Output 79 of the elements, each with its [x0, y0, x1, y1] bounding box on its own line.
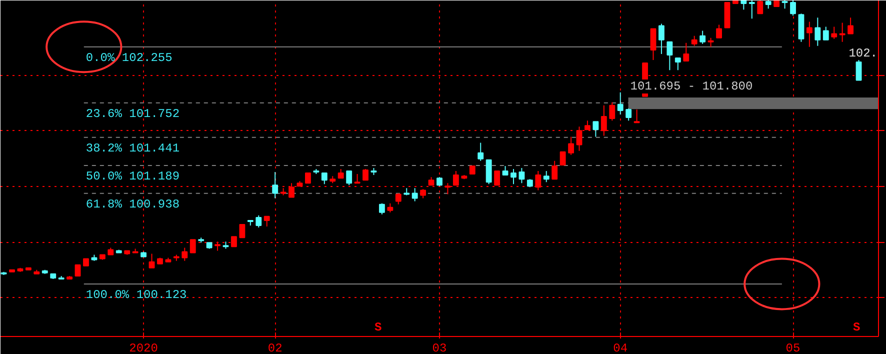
- candlestick: [790, 0, 796, 16]
- candlestick: [518, 168, 525, 184]
- candlestick: [856, 60, 862, 81]
- candlestick: [214, 241, 220, 252]
- candlestick: [494, 170, 500, 186]
- candlestick: [666, 41, 673, 71]
- candlestick: [650, 28, 656, 61]
- candlestick: [592, 121, 599, 138]
- candlestick: [748, 0, 755, 20]
- ref-line-label: 100.0% 100.123: [86, 288, 187, 302]
- candlestick: [839, 22, 846, 42]
- candlestick: [272, 172, 278, 199]
- band-label: 101.695 - 101.800: [630, 79, 753, 94]
- candlestick: [321, 172, 328, 185]
- candlestick: [190, 239, 196, 254]
- candlestick: [691, 35, 698, 46]
- annotation: 102.: [848, 46, 878, 60]
- candlestick: [478, 142, 484, 162]
- candlestick: [626, 108, 632, 122]
- candlestick: [708, 37, 714, 48]
- candlestick: [420, 188, 426, 199]
- candlestick: [436, 176, 442, 187]
- candlestick: [806, 21, 812, 48]
- candlestick: [576, 126, 582, 152]
- ref-line-label: 38.2% 101.441: [86, 141, 180, 156]
- candlestick: [338, 168, 344, 179]
- candlestick: [552, 160, 558, 180]
- candlestick: [740, 0, 747, 10]
- ref-line-label: 23.6% 101.752: [86, 106, 180, 121]
- annotation: S: [374, 320, 382, 334]
- x-tick-label: 02: [268, 342, 282, 354]
- candlestick: [814, 17, 821, 46]
- candlestick: [74, 264, 81, 276]
- candlestick: [683, 42, 690, 62]
- candlestick: [831, 26, 838, 40]
- candlestick: [264, 216, 270, 227]
- candlestick: [231, 236, 237, 248]
- candlestick: [395, 192, 402, 205]
- x-tick-label: 04: [613, 342, 628, 354]
- candlestick: [560, 151, 566, 166]
- candlestick: [305, 172, 311, 184]
- candlestick: [634, 108, 640, 124]
- x-tick-label: 03: [432, 342, 447, 354]
- candlestick: [148, 253, 155, 268]
- candlestick: [568, 136, 574, 156]
- candlestick: [617, 92, 624, 115]
- candlestick: [362, 168, 368, 181]
- x-tick-label: 05: [786, 342, 800, 354]
- candlestick: [600, 104, 607, 136]
- ref-line-label: 50.0% 101.189: [86, 169, 180, 184]
- candlestick: [543, 170, 550, 183]
- candlestick: [346, 170, 352, 186]
- candlestick: [609, 102, 616, 122]
- candlestick: [848, 17, 854, 34]
- candlestick: [387, 202, 394, 213]
- candlestick: [822, 26, 829, 40]
- candlestick: [535, 170, 542, 191]
- candlestick: [674, 58, 681, 71]
- candlestick: [700, 30, 706, 44]
- candlestick: [716, 24, 722, 38]
- candlestick: [182, 247, 188, 262]
- candlestick: [412, 188, 418, 202]
- candlestick: [354, 174, 360, 184]
- candlestick: [256, 214, 262, 228]
- candlestick: [510, 168, 516, 185]
- candlestick: [658, 23, 664, 54]
- candlestick: [757, 0, 764, 14]
- candlestick: [378, 202, 385, 215]
- candlestick: [502, 166, 508, 176]
- candlestick: [486, 159, 492, 185]
- x-tick-label: 2020: [129, 342, 158, 354]
- ref-line-label: 0.0% 102.255: [86, 50, 172, 65]
- annotation: S: [852, 320, 860, 334]
- candlestick: [288, 182, 294, 198]
- candlestick: [444, 182, 451, 195]
- candlestick: [584, 120, 590, 130]
- ref-line-label: 61.8% 100.938: [86, 197, 180, 212]
- candlestick: [452, 170, 459, 186]
- candlestick: [239, 224, 246, 238]
